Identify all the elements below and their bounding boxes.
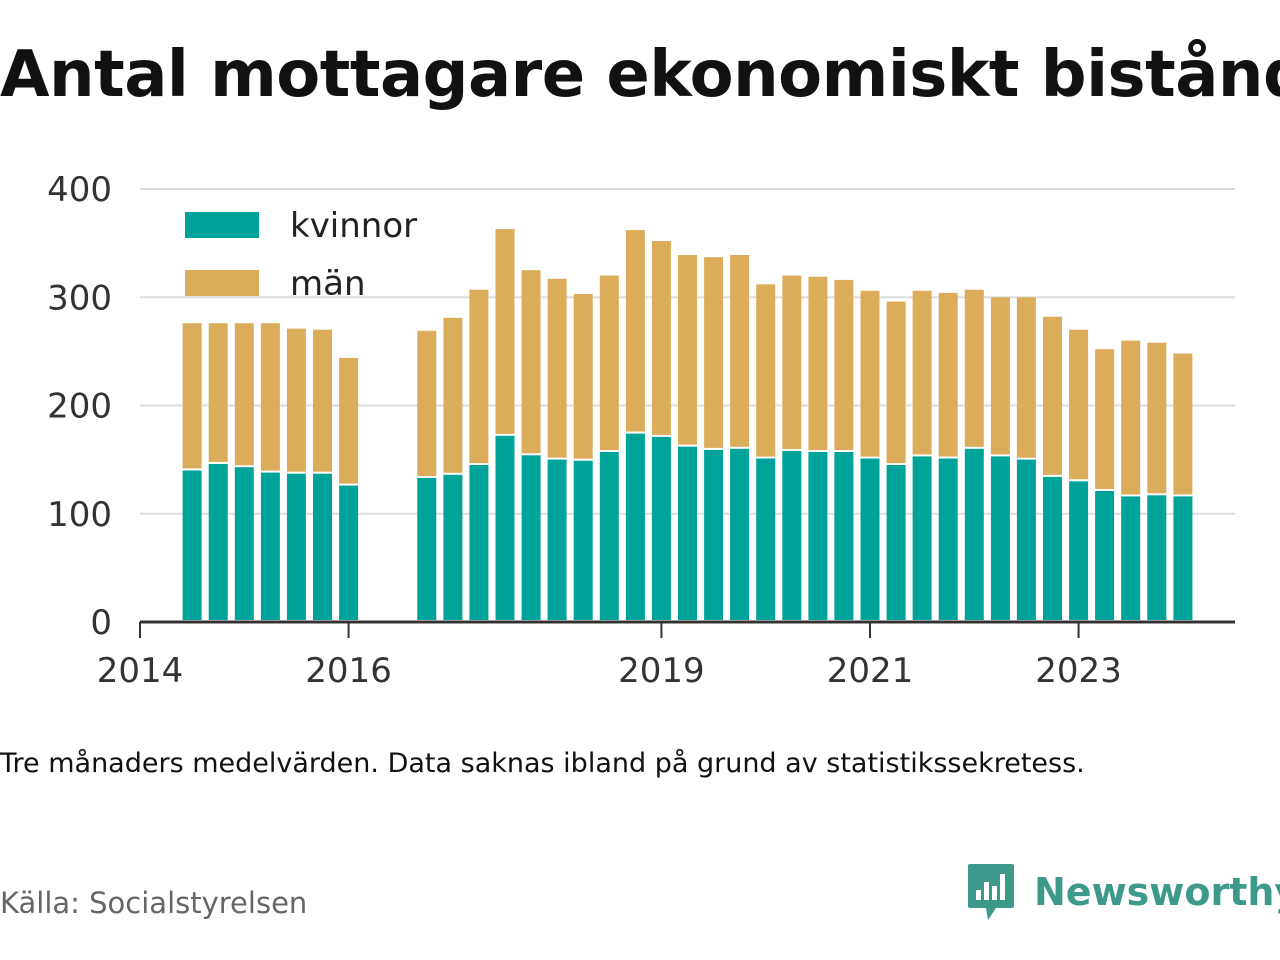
bar-män — [600, 276, 619, 450]
y-tick-label: 400 — [47, 170, 112, 210]
bar-män — [704, 257, 723, 448]
bar-män — [1173, 354, 1192, 495]
legend-swatch-män — [185, 270, 259, 296]
bar-kvinnor — [1043, 477, 1062, 620]
y-tick-label: 300 — [47, 278, 112, 318]
bar-kvinnor — [574, 461, 593, 620]
bar-kvinnor — [417, 478, 436, 620]
bar-män — [313, 330, 332, 472]
bar-kvinnor — [861, 459, 880, 621]
bar-kvinnor — [626, 434, 645, 620]
bar-kvinnor — [209, 464, 228, 620]
chart-note: Tre månaders medelvärden. Data saknas ib… — [0, 748, 1085, 779]
bar-män — [913, 291, 932, 455]
bar-kvinnor — [443, 475, 462, 620]
bar-män — [1095, 349, 1114, 489]
bar-kvinnor — [939, 459, 958, 621]
bar-kvinnor — [887, 465, 906, 620]
bar-män — [417, 331, 436, 476]
bar-kvinnor — [235, 467, 254, 620]
bar-kvinnor — [313, 474, 332, 620]
bar-kvinnor — [991, 456, 1010, 620]
bar-män — [991, 297, 1010, 454]
bar-kvinnor — [1017, 460, 1036, 620]
y-axis-ticks: 0 100 200 300 400 — [47, 170, 112, 643]
bar-kvinnor — [496, 436, 515, 620]
x-tick-label: 2014 — [97, 651, 184, 691]
bar-kvinnor — [678, 447, 697, 620]
bar-män — [861, 291, 880, 457]
x-axis: 2014 2016 2019 2021 2023 — [97, 622, 1235, 691]
bar-kvinnor — [1173, 496, 1192, 620]
bar-män — [235, 323, 254, 465]
bar-män — [209, 323, 228, 462]
bar-män — [1121, 341, 1140, 495]
bar-män — [730, 255, 749, 447]
bar-kvinnor — [782, 451, 801, 620]
bar-män — [548, 279, 567, 458]
source-label: Källa: Socialstyrelsen — [0, 886, 307, 920]
bar-män — [574, 294, 593, 459]
x-tick-label: 2023 — [1035, 651, 1122, 691]
bar-män — [1069, 330, 1088, 480]
bar-män — [496, 229, 515, 434]
brand-logo[interactable]: Newsworthy — [966, 862, 1280, 922]
x-tick-label: 2019 — [618, 651, 705, 691]
y-tick-label: 0 — [90, 603, 112, 643]
chart-title: Antal mottagare ekonomiskt bistånd — [0, 38, 1280, 112]
bar-män — [887, 302, 906, 464]
bar-män — [626, 230, 645, 432]
legend-label-män: män — [290, 264, 366, 304]
bar-kvinnor — [600, 452, 619, 620]
bar-män — [1147, 343, 1166, 494]
y-tick-label: 100 — [47, 495, 112, 535]
bar-män — [339, 358, 358, 484]
bar-kvinnor — [261, 473, 280, 620]
legend: kvinnor män — [185, 206, 417, 304]
bar-män — [756, 284, 775, 456]
bar-kvinnor — [913, 456, 932, 620]
bar-kvinnor — [548, 460, 567, 620]
stacked-bar-chart: 0 100 200 300 400 2014 2016 2019 2021 2023 kvinn… — [0, 160, 1280, 720]
bar-kvinnor — [469, 465, 488, 620]
x-tick-label: 2016 — [305, 651, 392, 691]
bar-män — [652, 241, 671, 435]
bar-män — [965, 290, 984, 447]
bar-män — [522, 270, 541, 453]
bar-män — [678, 255, 697, 445]
legend-label-kvinnor: kvinnor — [290, 206, 417, 246]
bar-kvinnor — [756, 459, 775, 621]
bar-män — [1043, 317, 1062, 475]
bar-män — [469, 290, 488, 463]
bar-kvinnor — [183, 471, 202, 621]
bar-män — [287, 329, 306, 472]
bar-kvinnor — [808, 452, 827, 620]
bar-män — [834, 280, 853, 450]
bar-kvinnor — [704, 450, 723, 620]
bar-kvinnor — [339, 486, 358, 620]
bar-kvinnor — [1147, 495, 1166, 620]
bar-män — [443, 318, 462, 473]
brand-name: Newsworthy — [1034, 870, 1280, 914]
bar-kvinnor — [1121, 496, 1140, 620]
bar-män — [782, 276, 801, 449]
bar-kvinnor — [730, 449, 749, 620]
bar-män — [183, 323, 202, 468]
bar-kvinnor — [652, 437, 671, 620]
bar-män — [261, 323, 280, 470]
bar-män — [808, 277, 827, 450]
bar-kvinnor — [1069, 481, 1088, 620]
bar-män — [1017, 297, 1036, 457]
newsworthy-logo-icon — [966, 862, 1016, 922]
bar-kvinnor — [965, 449, 984, 620]
bar-kvinnor — [287, 474, 306, 620]
bar-kvinnor — [834, 452, 853, 620]
legend-swatch-kvinnor — [185, 212, 259, 238]
bar-män — [939, 293, 958, 457]
bar-kvinnor — [522, 455, 541, 620]
x-tick-label: 2021 — [827, 651, 914, 691]
bar-kvinnor — [1095, 491, 1114, 620]
y-tick-label: 200 — [47, 387, 112, 427]
